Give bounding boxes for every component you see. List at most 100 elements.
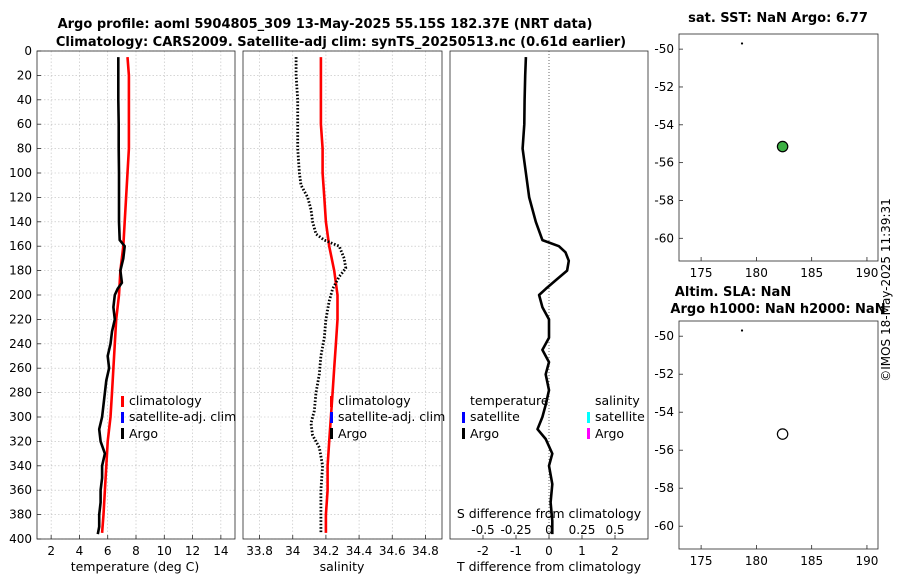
y-tick-label: 200 xyxy=(9,288,32,302)
y-tick-label: 40 xyxy=(17,93,32,107)
x-tick-label: 34.2 xyxy=(313,544,340,558)
imos-credit: ©IMOS 18-May-2025 11:39:31 xyxy=(879,198,893,382)
legend-label-s-satellite: satellite xyxy=(595,409,645,424)
legend-heading-temperature: temperature xyxy=(470,393,549,408)
s-diff-tick-label: 0.5 xyxy=(605,523,624,537)
temperature-xlabel: temperature (deg C) xyxy=(71,559,200,574)
map-y-tick-label: -54 xyxy=(654,405,674,419)
sla-map-tick-labels: 175 180 185 190 -50 -52 -54 -56 -58 -60 xyxy=(654,329,878,568)
s-difference-label: S difference from climatology xyxy=(457,506,642,521)
map-x-tick-label: 190 xyxy=(855,554,878,568)
map-x-tick-label: 185 xyxy=(800,554,823,568)
series-line-climatology xyxy=(100,57,131,533)
x-tick-label: 12 xyxy=(185,544,200,558)
x-tick-label: 34.4 xyxy=(346,544,373,558)
map-x-tick-label: 180 xyxy=(745,266,768,280)
salinity-legend: climatology satellite-adj. clim Argo xyxy=(330,393,445,441)
map-x-tick-label: 180 xyxy=(745,554,768,568)
map-y-tick-label: -52 xyxy=(654,80,674,94)
depth-tick-labels: 0 20 40 60 80 100 120 140 160 180 200 220 240 260 280 3… xyxy=(9,44,41,546)
map-y-tick-label: -50 xyxy=(654,329,674,343)
legend-swatch-s-argo xyxy=(587,428,590,439)
x-tick-label: -1 xyxy=(510,544,522,558)
s-diff-tick-label: 0 xyxy=(545,523,553,537)
series-line-t-diff-argo xyxy=(521,57,571,535)
legend-swatch-t-argo xyxy=(462,428,465,439)
y-tick-label: 60 xyxy=(17,117,32,131)
map-x-tick-label: 190 xyxy=(855,266,878,280)
s-diff-tick-label: -0.25 xyxy=(500,523,531,537)
map-y-tick-label: -54 xyxy=(654,118,674,132)
salinity-panel: 33.8 34 34.2 34.4 34.6 34.8 salinity climatol… xyxy=(242,50,445,574)
temperature-legend: climatology satellite-adj. clim Argo xyxy=(121,393,236,441)
series-line-argo xyxy=(96,57,126,535)
map-y-tick-label: -60 xyxy=(654,231,674,245)
salinity-tick-labels: 33.8 34 34.2 34.4 34.6 34.8 xyxy=(246,535,439,558)
y-tick-label: 180 xyxy=(9,264,32,278)
y-tick-label: 240 xyxy=(9,337,32,351)
x-tick-label: 6 xyxy=(104,544,112,558)
s-diff-tick-label: 0.25 xyxy=(569,523,596,537)
y-tick-label: 20 xyxy=(17,68,32,82)
x-tick-label: 34.8 xyxy=(412,544,439,558)
map-y-tick-label: -56 xyxy=(654,443,674,457)
sla-map-title-line2: Argo h1000: NaN h2000: NaN xyxy=(670,302,885,317)
y-tick-label: 260 xyxy=(9,361,32,375)
difference-series xyxy=(521,57,571,535)
map-y-tick-label: -58 xyxy=(654,193,674,207)
legend-label-satellite-adj: satellite-adj. clim xyxy=(129,409,236,424)
temperature-tick-labels: 2 4 6 8 10 12 14 xyxy=(47,535,228,558)
x-tick-label: 2 xyxy=(47,544,55,558)
argo-location-marker xyxy=(776,140,789,153)
y-tick-label: 300 xyxy=(9,410,32,424)
argo-location-marker xyxy=(776,428,789,440)
legend-heading-salinity: salinity xyxy=(595,393,640,408)
x-tick-label: 1 xyxy=(578,544,586,558)
difference-panel: -2 -1 0 1 2 -0.5 -0.25 0 0.25 0.5 S difference f… xyxy=(449,50,649,574)
map-y-tick-label: -60 xyxy=(654,519,674,533)
figure-title-line2: Climatology: CARS2009. Satellite-adj cli… xyxy=(56,35,626,50)
legend-label-satellite-adj: satellite-adj. clim xyxy=(338,409,445,424)
y-tick-label: 380 xyxy=(9,508,32,522)
x-tick-label: 2 xyxy=(611,544,619,558)
legend-swatch-s-satellite xyxy=(587,412,590,423)
reference-dot-marker xyxy=(740,329,744,332)
x-tick-label: 14 xyxy=(213,544,228,558)
t-difference-xlabel: T difference from climatology xyxy=(456,559,642,574)
legend-label-t-satellite: satellite xyxy=(470,409,520,424)
reference-dot-marker xyxy=(740,42,744,45)
temperature-series xyxy=(96,57,131,535)
y-tick-label: 80 xyxy=(17,142,32,156)
legend-label-t-argo: Argo xyxy=(470,426,499,441)
y-tick-label: 400 xyxy=(9,532,32,546)
y-tick-label: 320 xyxy=(9,434,32,448)
legend-swatch-satellite-adj xyxy=(330,412,333,423)
salinity-axes-box xyxy=(242,50,443,540)
map-x-tick-label: 175 xyxy=(690,554,713,568)
s-difference-tick-labels: -0.5 -0.25 0 0.25 0.5 xyxy=(471,523,624,537)
y-tick-label: 360 xyxy=(9,483,32,497)
salinity-series xyxy=(294,57,348,533)
y-tick-label: 160 xyxy=(9,239,32,253)
x-tick-label: 0 xyxy=(545,544,553,558)
legend-label-argo: Argo xyxy=(338,426,367,441)
sst-map-panel: sat. SST: NaN Argo: 6.77 175 180 185 190 -50… xyxy=(654,11,879,280)
legend-swatch-climatology xyxy=(330,396,333,407)
y-tick-label: 280 xyxy=(9,386,32,400)
x-tick-label: 4 xyxy=(76,544,84,558)
map-y-tick-label: -56 xyxy=(654,156,674,170)
s-diff-tick-label: -0.5 xyxy=(471,523,494,537)
x-tick-label: 34 xyxy=(285,544,300,558)
x-tick-label: 34.6 xyxy=(379,544,406,558)
y-tick-label: 100 xyxy=(9,166,32,180)
legend-label-climatology: climatology xyxy=(338,393,411,408)
sst-map-title: sat. SST: NaN Argo: 6.77 xyxy=(688,11,868,26)
y-tick-label: 0 xyxy=(24,44,32,58)
y-tick-label: 120 xyxy=(9,190,32,204)
legend-swatch-climatology xyxy=(121,396,124,407)
x-tick-label: 10 xyxy=(157,544,172,558)
map-y-tick-label: -52 xyxy=(654,367,674,381)
map-y-tick-label: -58 xyxy=(654,481,674,495)
figure-title-line1: Argo profile: aoml 5904805_309 13-May-20… xyxy=(58,17,593,32)
